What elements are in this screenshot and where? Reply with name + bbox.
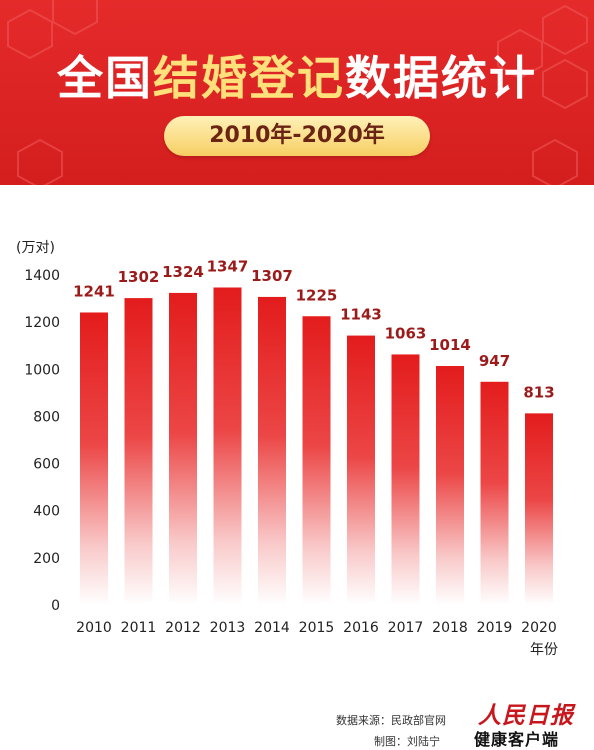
bar-2015 [302,316,331,605]
value-label-2011: 1302 [118,268,160,286]
value-label-2019: 947 [479,352,510,370]
x-tick-label-2017: 2017 [388,620,424,636]
data-source-note: 数据来源：民政部官网 [336,714,446,727]
y-tick-label: 1400 [24,268,60,284]
value-label-2020: 813 [523,383,554,401]
bar-2012 [169,292,197,605]
value-label-2017: 1063 [385,324,427,342]
y-tick-label: 1000 [24,362,60,378]
value-label-2014: 1307 [251,267,293,285]
bar-2011 [124,298,153,605]
value-label-2018: 1014 [429,336,471,354]
subtitle-badge: 2010年-2020年 [164,116,430,156]
value-label-2013: 1347 [207,257,249,275]
subtitle-text: 2010年-2020年 [209,123,385,148]
value-label-2012: 1324 [162,263,204,281]
y-tick-label: 600 [33,457,60,473]
publisher-logo-subtext: 健康客户端 [474,730,560,749]
bar-2018 [436,365,464,605]
x-tick-label-2016: 2016 [343,620,379,636]
author-credit: 制图：刘陆宁 [374,735,440,748]
x-tick-label-2020: 2020 [521,620,557,636]
header-banner: 全国结婚登记数据统计 2010年-2020年 [0,0,594,185]
x-tick-label-2015: 2015 [299,620,335,636]
hexagon-pattern [7,0,588,185]
y-tick-label: 200 [33,551,60,567]
bar-2017 [391,354,420,605]
axis-ticks: 0 200 400 600 800 1000 1200 1400 2010 2011 2012 201… [24,268,556,636]
title-part-nationwide: 全国 [57,51,153,105]
x-tick-label-2012: 2012 [165,620,201,636]
bar-2019 [480,381,509,605]
x-tick-label-2019: 2019 [477,620,513,636]
y-tick-label: 1200 [24,315,60,331]
bar-2016 [347,335,375,605]
title-part-statistics: 数据统计 [345,51,537,105]
title-part-marriage-registration: 结婚登记 [153,51,345,105]
x-tick-label-2011: 2011 [121,620,157,636]
y-tick-label: 0 [51,598,60,614]
bar-2020 [525,413,553,605]
value-label-2015: 1225 [296,286,338,304]
y-tick-label: 800 [33,409,60,425]
x-tick-label-2018: 2018 [432,620,468,636]
publisher-logo: 人民日报 [478,702,574,729]
page-title: 全国结婚登记数据统计 [0,42,594,108]
value-label-2016: 1143 [340,306,382,324]
x-tick-label-2014: 2014 [254,620,290,636]
x-tick-label-2013: 2013 [210,620,246,636]
value-label-2010: 1241 [73,282,115,300]
bar-2010 [80,312,108,605]
y-tick-label: 400 [33,504,60,520]
bar-2014 [258,296,286,605]
bar-2013 [213,287,242,605]
x-tick-label-2010: 2010 [76,620,112,636]
y-axis-unit: (万对) [16,240,55,256]
x-axis-unit: 年份 [530,642,558,658]
